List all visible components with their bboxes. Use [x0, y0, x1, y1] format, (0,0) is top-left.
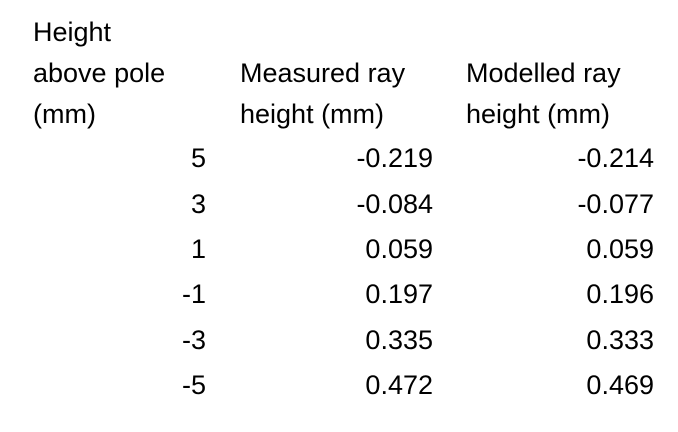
- height-above-pole-cell: 3: [190, 189, 206, 219]
- measured-ray-height-cell: 0.472: [365, 370, 433, 400]
- table-row: -1 0.197 0.196: [0, 272, 678, 317]
- measured-ray-height-cell: 0.197: [365, 279, 433, 309]
- height-above-pole-cell: -1: [181, 279, 206, 309]
- modelled-ray-height-cell: 0.333: [586, 325, 654, 355]
- height-above-pole-cell: -5: [181, 370, 206, 400]
- height-above-pole-cell: -3: [181, 325, 206, 355]
- modelled-ray-height-cell: -0.214: [577, 143, 654, 173]
- modelled-ray-height-cell: 0.059: [586, 234, 654, 264]
- modelled-ray-height-cell: -0.077: [577, 189, 654, 219]
- header-height-above-pole: Height above pole (mm): [33, 17, 166, 129]
- modelled-ray-height-cell: 0.469: [586, 370, 654, 400]
- measured-ray-height-cell: -0.219: [356, 143, 433, 173]
- table-row: -3 0.335 0.333: [0, 318, 678, 363]
- table-row: 1 0.059 0.059: [0, 227, 678, 272]
- measured-ray-height-cell: 0.335: [365, 325, 433, 355]
- header-modelled-ray-height: Modelled ray height (mm): [466, 58, 621, 129]
- table-row: 3 -0.084 -0.077: [0, 182, 678, 227]
- table-row: 5 -0.219 -0.214: [0, 136, 678, 181]
- measured-ray-height-cell: -0.084: [356, 189, 433, 219]
- table-row: -5 0.472 0.469: [0, 363, 678, 408]
- measured-ray-height-cell: 0.059: [365, 234, 433, 264]
- header-measured-ray-height: Measured ray height (mm): [240, 58, 406, 129]
- height-above-pole-cell: 5: [190, 143, 206, 173]
- modelled-ray-height-cell: 0.196: [586, 279, 654, 309]
- height-above-pole-cell: 1: [190, 234, 206, 264]
